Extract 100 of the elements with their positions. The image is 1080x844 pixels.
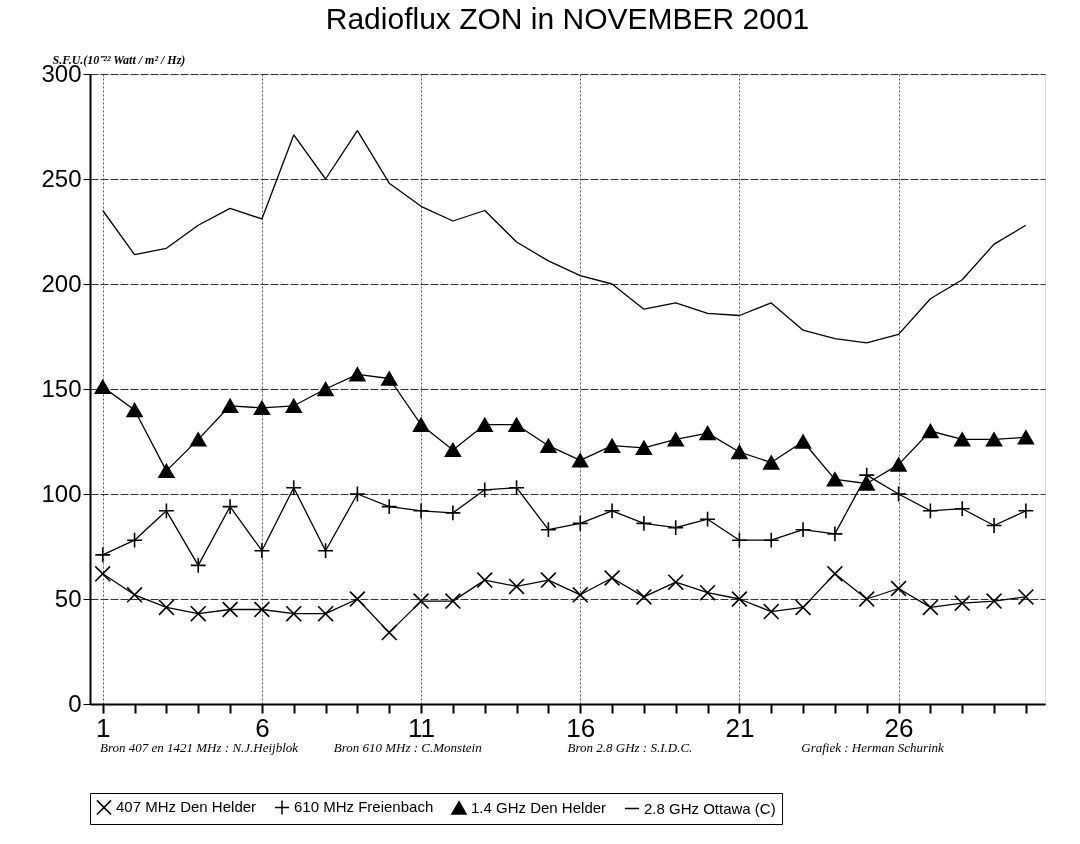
point <box>635 515 653 532</box>
point <box>444 442 462 458</box>
text: Bron 610 MHz : C.Monstein <box>333 740 482 755</box>
legend-label: 610 MHz Freienbach <box>294 798 434 816</box>
point <box>985 432 1003 447</box>
point <box>890 580 907 597</box>
point <box>858 476 875 491</box>
point <box>253 400 271 416</box>
text: Bron 407 en 1421 MHz : N.J.Heijblok <box>100 740 299 755</box>
point <box>94 565 111 583</box>
point <box>667 573 684 591</box>
point <box>381 624 398 641</box>
y-axis-title: S.F.U.(10⁻²² Watt / m² / Hz) <box>52 52 186 67</box>
point <box>94 546 111 564</box>
point <box>603 569 621 587</box>
point <box>444 592 462 610</box>
point <box>126 586 143 604</box>
point <box>317 542 334 559</box>
point <box>508 578 525 595</box>
point <box>667 519 684 536</box>
point <box>763 531 780 549</box>
y-tick-label: 50 <box>54 584 82 612</box>
point <box>826 565 844 583</box>
point <box>381 371 398 386</box>
x-tick-label: 11 <box>408 712 436 743</box>
point <box>954 432 971 447</box>
point <box>954 500 971 517</box>
point <box>190 432 207 447</box>
point <box>381 498 398 515</box>
point <box>540 521 557 538</box>
point <box>317 381 334 397</box>
point <box>794 599 812 616</box>
point <box>826 472 844 487</box>
point <box>699 584 716 601</box>
point <box>572 586 589 604</box>
y-tick-label: 150 <box>41 374 82 402</box>
point <box>890 457 907 472</box>
text: Grafiek : Herman Schurink <box>801 740 945 755</box>
point <box>476 417 493 432</box>
point <box>253 601 271 618</box>
point <box>763 603 780 620</box>
point <box>476 571 493 589</box>
point <box>158 502 175 520</box>
point <box>699 425 716 441</box>
point <box>572 515 589 532</box>
point <box>349 367 366 382</box>
point <box>1017 588 1035 606</box>
point <box>794 434 812 449</box>
point <box>317 605 334 622</box>
point <box>731 444 748 460</box>
point <box>731 531 748 549</box>
point <box>158 599 175 616</box>
point <box>508 479 525 496</box>
legend-label: 1.4 GHz Den Helder <box>471 798 607 816</box>
point <box>922 423 939 439</box>
point <box>221 498 239 515</box>
x-tick-label: 21 <box>725 712 755 743</box>
point <box>221 601 239 618</box>
legend-label: 2.8 GHz Ottawa (C) <box>644 799 776 817</box>
point <box>126 531 143 549</box>
point <box>635 588 653 606</box>
point <box>985 592 1003 610</box>
point <box>190 557 207 574</box>
point <box>285 479 302 496</box>
y-tick-label: 250 <box>41 164 82 192</box>
point <box>221 398 239 414</box>
point <box>699 510 716 528</box>
point <box>285 605 302 622</box>
point <box>476 481 493 499</box>
text: Bron 2.8 GHz : S.I.D.C. <box>567 740 693 755</box>
x-tick-label: 26 <box>884 712 914 743</box>
point <box>508 417 525 432</box>
point <box>954 594 971 612</box>
line-series <box>102 130 1027 344</box>
point <box>349 485 366 503</box>
point <box>858 590 875 608</box>
point <box>985 517 1003 534</box>
x-tick-label: 1 <box>96 712 111 743</box>
point <box>731 590 748 608</box>
point <box>922 502 939 520</box>
point <box>412 592 430 610</box>
point <box>349 590 366 608</box>
point <box>572 453 589 468</box>
point <box>540 571 557 589</box>
point <box>603 438 621 453</box>
point <box>126 402 143 418</box>
chart-title: Radioflux ZON in NOVEMBER 2001 <box>325 2 810 35</box>
point <box>667 432 684 447</box>
point <box>635 440 653 456</box>
point <box>94 379 111 395</box>
y-tick-label: 100 <box>41 479 82 507</box>
point <box>763 455 780 470</box>
point <box>540 438 557 453</box>
point <box>922 599 939 616</box>
x-tick-label: 6 <box>255 712 270 743</box>
point <box>1017 430 1035 445</box>
point <box>190 605 207 622</box>
point <box>285 398 302 414</box>
point <box>890 485 907 503</box>
point <box>412 417 430 432</box>
